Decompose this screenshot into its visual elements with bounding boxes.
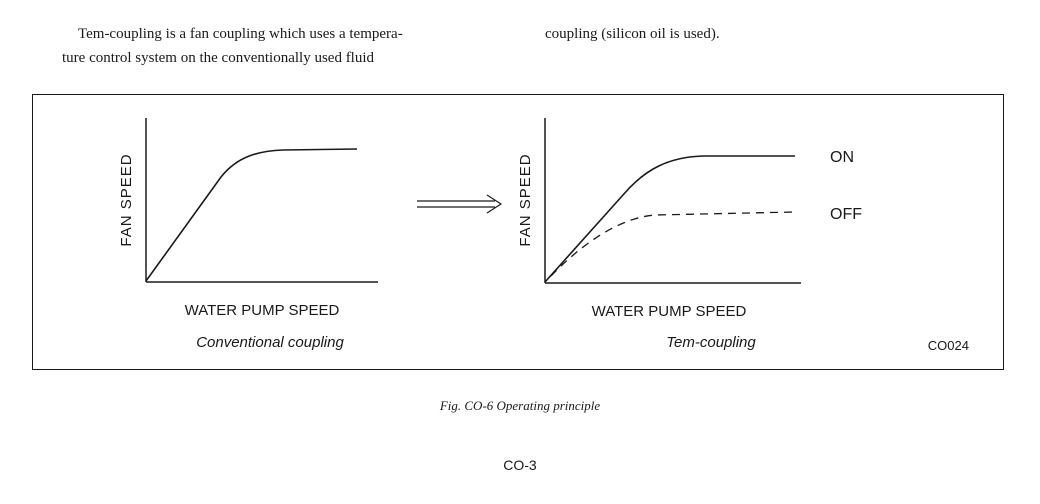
operating-principle-diagram: FAN SPEED WATER PUMP SPEED Conventional … xyxy=(118,118,969,353)
off-label: OFF xyxy=(830,206,862,223)
figure-code: CO024 xyxy=(928,338,969,353)
paragraph-right-column: coupling (silicon oil is used). xyxy=(545,22,975,46)
left-x-label: WATER PUMP SPEED xyxy=(185,302,340,319)
transition-arrow xyxy=(417,194,503,214)
figure-caption: Fig. CO-6 Operating principle xyxy=(439,398,601,413)
left-chart-caption: Conventional coupling xyxy=(196,334,344,351)
off-curve xyxy=(550,211,796,277)
page-number: CO-3 xyxy=(503,457,537,473)
right-chart-caption: Tem-coupling xyxy=(666,334,756,351)
paragraph-line: ture control system on the conventionall… xyxy=(62,50,375,66)
paragraph-line: coupling (silicon oil is used). xyxy=(545,26,720,42)
left-fan-speed-curve xyxy=(145,148,358,282)
right-y-label: FAN SPEED xyxy=(517,153,534,246)
paragraph-line: Tem-coupling is a fan coupling which use… xyxy=(78,26,403,42)
paragraph-left-column: Tem-coupling is a fan coupling which use… xyxy=(62,22,492,70)
on-curve xyxy=(544,155,795,283)
left-y-label: FAN SPEED xyxy=(118,153,135,246)
on-label: ON xyxy=(830,149,854,166)
right-x-label: WATER PUMP SPEED xyxy=(592,303,747,320)
figure-frame: FAN SPEED WATER PUMP SPEED Conventional … xyxy=(32,94,1004,370)
